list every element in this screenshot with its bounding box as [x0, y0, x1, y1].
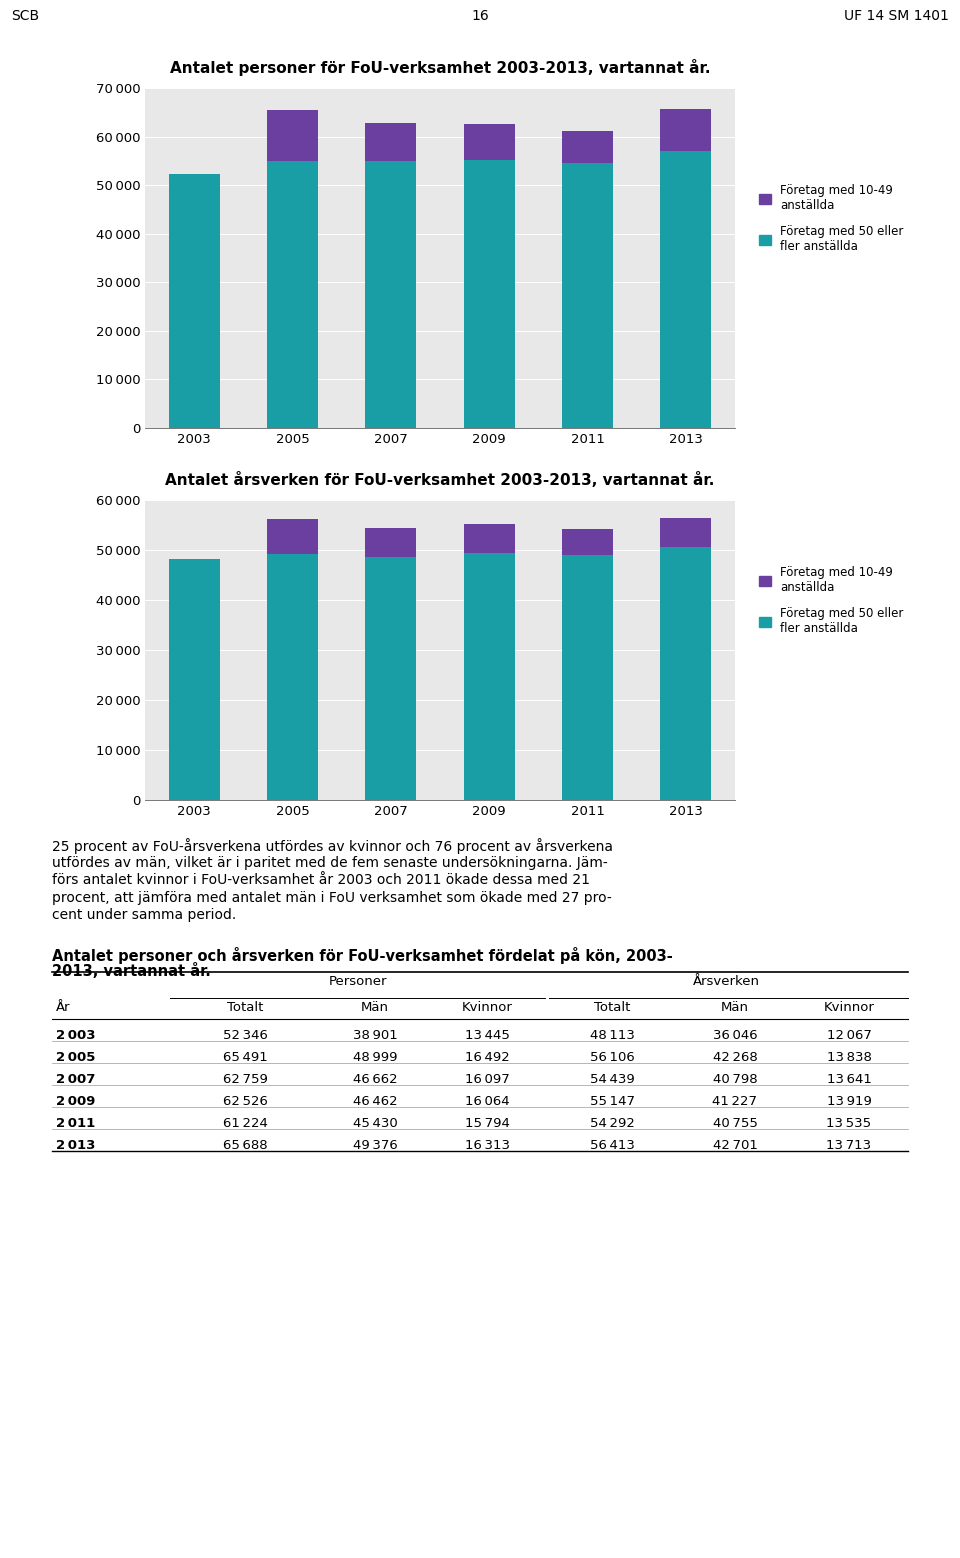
- Text: 55 147: 55 147: [590, 1095, 635, 1108]
- Bar: [660, 517, 711, 547]
- Text: Årsverken: Årsverken: [693, 975, 760, 988]
- Text: Antalet personer och årsverken för FoU-verksamhet fördelat på kön, 2003-: Antalet personer och årsverken för FoU-v…: [52, 947, 673, 964]
- Bar: [464, 160, 515, 428]
- Text: 54 439: 54 439: [590, 1073, 635, 1086]
- Text: 2 007: 2 007: [56, 1073, 95, 1086]
- Text: 25 procent av FoU-årsverkena utfördes av kvinnor och 76 procent av årsverkena: 25 procent av FoU-årsverkena utfördes av…: [52, 838, 613, 854]
- Text: 54 292: 54 292: [590, 1117, 635, 1130]
- Legend: Företag med 10-49
anställda, Företag med 50 eller
fler anställda: Företag med 10-49 anställda, Företag med…: [759, 184, 903, 252]
- Bar: [562, 555, 613, 799]
- Text: 62 526: 62 526: [223, 1095, 268, 1108]
- Text: 46 462: 46 462: [352, 1095, 397, 1108]
- Bar: [267, 160, 318, 428]
- Bar: [267, 555, 318, 799]
- Text: 13 713: 13 713: [827, 1139, 872, 1151]
- Text: 48 999: 48 999: [352, 1052, 397, 1064]
- Text: 2 005: 2 005: [56, 1052, 95, 1064]
- Text: 42 268: 42 268: [712, 1052, 757, 1064]
- Text: UF 14 SM 1401: UF 14 SM 1401: [844, 9, 948, 23]
- Text: 12 067: 12 067: [827, 1028, 872, 1042]
- Text: År: År: [56, 1000, 70, 1014]
- Text: 56 106: 56 106: [590, 1052, 635, 1064]
- Text: Män: Män: [361, 1000, 389, 1014]
- Text: SCB: SCB: [12, 9, 39, 23]
- Text: 13 641: 13 641: [827, 1073, 872, 1086]
- Text: 42 701: 42 701: [712, 1139, 757, 1151]
- Text: 38 901: 38 901: [352, 1028, 397, 1042]
- Bar: [267, 519, 318, 555]
- Text: Personer: Personer: [328, 975, 387, 988]
- Text: 2013, vartannat år.: 2013, vartannat år.: [52, 963, 211, 980]
- Bar: [464, 553, 515, 799]
- Bar: [464, 523, 515, 553]
- Text: 65 688: 65 688: [223, 1139, 267, 1151]
- Bar: [660, 151, 711, 428]
- Text: 2 003: 2 003: [56, 1028, 95, 1042]
- Text: utfördes av män, vilket är i paritet med de fem senaste undersökningarna. Jäm-: utfördes av män, vilket är i paritet med…: [52, 855, 608, 869]
- Text: 36 046: 36 046: [712, 1028, 757, 1042]
- Legend: Företag med 10-49
anställda, Företag med 50 eller
fler anställda: Företag med 10-49 anställda, Företag med…: [759, 566, 903, 636]
- Text: 13 919: 13 919: [827, 1095, 872, 1108]
- Bar: [660, 547, 711, 799]
- Text: 41 227: 41 227: [712, 1095, 757, 1108]
- Text: 48 113: 48 113: [590, 1028, 635, 1042]
- Bar: [464, 125, 515, 160]
- Text: 16 064: 16 064: [466, 1095, 510, 1108]
- Text: 16 313: 16 313: [465, 1139, 510, 1151]
- Text: Kvinnor: Kvinnor: [462, 1000, 513, 1014]
- Text: 46 662: 46 662: [352, 1073, 397, 1086]
- Text: 40 798: 40 798: [712, 1073, 757, 1086]
- Bar: [365, 528, 417, 556]
- Text: 56 413: 56 413: [590, 1139, 635, 1151]
- Bar: [169, 174, 220, 428]
- Text: 2 011: 2 011: [56, 1117, 95, 1130]
- Text: Totalt: Totalt: [594, 1000, 631, 1014]
- Text: 15 794: 15 794: [465, 1117, 510, 1130]
- Text: 16 097: 16 097: [466, 1073, 510, 1086]
- Text: 2 009: 2 009: [56, 1095, 95, 1108]
- Text: Antalet årsverken för FoU-verksamhet 2003-2013, vartannat år.: Antalet årsverken för FoU-verksamhet 200…: [165, 472, 714, 488]
- Text: Kvinnor: Kvinnor: [824, 1000, 875, 1014]
- Text: 16: 16: [471, 9, 489, 23]
- Text: 40 755: 40 755: [712, 1117, 757, 1130]
- Text: 52 346: 52 346: [223, 1028, 268, 1042]
- Text: 65 491: 65 491: [223, 1052, 268, 1064]
- Text: 49 376: 49 376: [352, 1139, 397, 1151]
- Text: Antalet personer för FoU-verksamhet 2003-2013, vartannat år.: Antalet personer för FoU-verksamhet 2003…: [170, 59, 710, 76]
- Bar: [660, 109, 711, 151]
- Text: 45 430: 45 430: [352, 1117, 397, 1130]
- Bar: [365, 556, 417, 799]
- Text: 13 535: 13 535: [827, 1117, 872, 1130]
- Text: 13 445: 13 445: [465, 1028, 510, 1042]
- Bar: [562, 528, 613, 555]
- Text: 16 492: 16 492: [466, 1052, 510, 1064]
- Bar: [365, 160, 417, 428]
- Text: Totalt: Totalt: [227, 1000, 263, 1014]
- Bar: [562, 131, 613, 162]
- Bar: [169, 559, 220, 799]
- Text: procent, att jämföra med antalet män i FoU verksamhet som ökade med 27 pro-: procent, att jämföra med antalet män i F…: [52, 891, 612, 905]
- Bar: [365, 123, 417, 160]
- Text: Män: Män: [721, 1000, 749, 1014]
- Bar: [562, 162, 613, 428]
- Bar: [267, 111, 318, 160]
- Text: 61 224: 61 224: [223, 1117, 268, 1130]
- Text: förs antalet kvinnor i FoU-verksamhet år 2003 och 2011 ökade dessa med 21: förs antalet kvinnor i FoU-verksamhet år…: [52, 872, 590, 887]
- Text: 13 838: 13 838: [827, 1052, 872, 1064]
- Text: 2 013: 2 013: [56, 1139, 95, 1151]
- Text: 62 759: 62 759: [223, 1073, 268, 1086]
- Text: cent under samma period.: cent under samma period.: [52, 908, 236, 922]
